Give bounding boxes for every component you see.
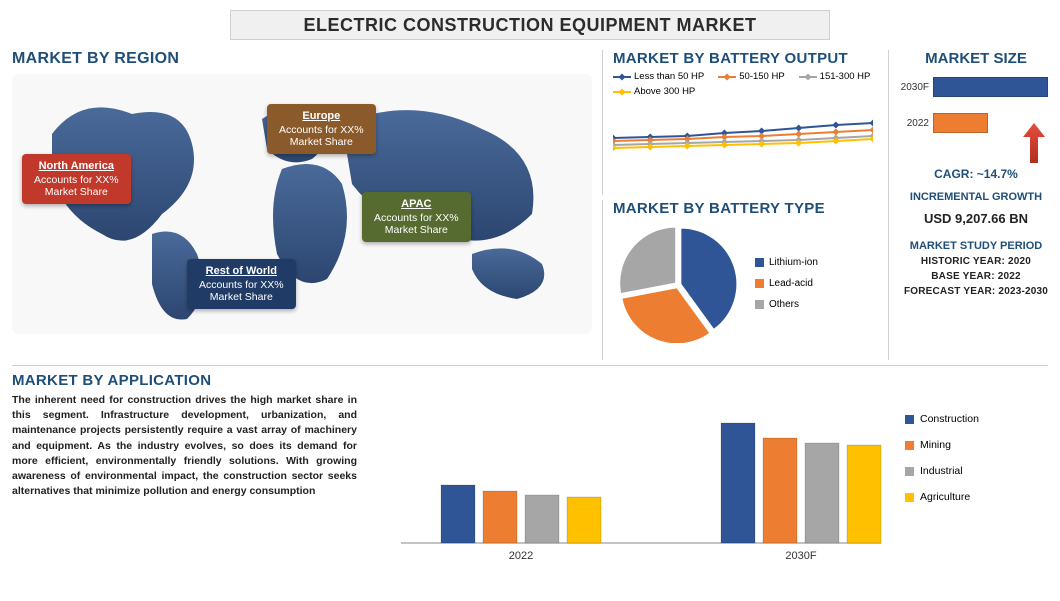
region-card: Rest of World Accounts for XX%Market Shar… (187, 259, 296, 309)
cagr-text: CAGR: ~14.7% (899, 167, 1053, 181)
legend-swatch (755, 258, 764, 267)
legend-label: Agriculture (920, 491, 970, 503)
up-arrow-icon (1023, 123, 1045, 163)
region-card: North America Accounts for XX%Market Shar… (22, 154, 131, 204)
battery-output-chart (613, 103, 873, 173)
legend-label: Lithium-ion (769, 257, 818, 268)
study-line: BASE YEAR: 2022 (899, 271, 1053, 282)
region-card-title: North America (34, 160, 119, 172)
legend-label: Mining (920, 439, 951, 451)
bar (847, 445, 881, 543)
legend-item: Less than 50 HP (613, 71, 704, 82)
legend-swatch (905, 415, 914, 424)
bar (933, 77, 1048, 97)
bar (933, 113, 988, 133)
legend-label: Others (769, 299, 799, 310)
legend-label: 50-150 HP (739, 71, 784, 82)
bar-year: 2030F (899, 82, 929, 93)
application-panel: MARKET BY APPLICATION The inherent need … (12, 365, 1048, 590)
legend-swatch (905, 441, 914, 450)
legend-swatch (755, 300, 764, 309)
study-period-title: MARKET STUDY PERIOD (899, 240, 1053, 252)
region-card-title: Rest of World (199, 265, 284, 277)
market-size-bars: 2030F 2022 (899, 73, 1053, 163)
market-size-bar-row: 2030F (899, 73, 1053, 101)
application-legend: Construction Mining Industrial Agriculture (905, 393, 1035, 583)
bar (483, 491, 517, 543)
region-card-line: Market Share (199, 291, 284, 303)
market-size-title: MARKET SIZE (899, 50, 1053, 67)
page-title: ELECTRIC CONSTRUCTION EQUIPMENT MARKET (230, 10, 830, 40)
bar (567, 497, 601, 543)
legend-swatch (905, 493, 914, 502)
legend-swatch (905, 467, 914, 476)
region-card-line: Market Share (34, 186, 119, 198)
region-panel: MARKET BY REGION North America Accounts f… (12, 50, 592, 350)
legend-swatch (613, 91, 631, 93)
study-line: FORECAST YEAR: 2023-2030 (899, 286, 1053, 297)
bar (763, 438, 797, 543)
bar (805, 443, 839, 543)
region-card-line: Accounts for XX% (34, 174, 119, 186)
region-card-title: APAC (374, 198, 459, 210)
legend-item: Construction (905, 413, 1035, 425)
region-card: APAC Accounts for XX%Market Share (362, 192, 471, 242)
application-text: The inherent need for construction drive… (12, 393, 357, 583)
legend-label: Less than 50 HP (634, 71, 704, 82)
legend-label: Above 300 HP (634, 86, 695, 97)
legend-item: Lithium-ion (755, 257, 818, 268)
battery-output-legend: Less than 50 HP 50-150 HP 151-300 HP Above … (613, 71, 882, 97)
market-size-panel: MARKET SIZE 2030F 2022 CAGR: ~14.7% INCRE… (888, 50, 1053, 360)
region-card-title: Europe (279, 110, 364, 122)
x-label: 2030F (785, 550, 816, 562)
region-card-line: Accounts for XX% (279, 124, 364, 136)
legend-item: Lead-acid (755, 278, 818, 289)
battery-type-pie (613, 223, 743, 343)
legend-item: Industrial (905, 465, 1035, 477)
legend-swatch (799, 76, 817, 78)
battery-type-title: MARKET BY BATTERY TYPE (613, 200, 882, 217)
region-card: Europe Accounts for XX%Market Share (267, 104, 376, 154)
legend-label: 151-300 HP (820, 71, 871, 82)
legend-swatch (613, 76, 631, 78)
application-chart: 2022 2030F (371, 393, 891, 583)
bar (525, 495, 559, 543)
study-line: HISTORIC YEAR: 2020 (899, 256, 1053, 267)
bar-year: 2022 (899, 118, 929, 129)
legend-label: Lead-acid (769, 278, 813, 289)
incremental-growth-title: INCREMENTAL GROWTH (899, 191, 1053, 203)
legend-item: Others (755, 299, 818, 310)
region-title: MARKET BY REGION (12, 50, 592, 68)
legend-swatch (718, 76, 736, 78)
application-title: MARKET BY APPLICATION (12, 372, 1048, 389)
bar (721, 423, 755, 543)
legend-label: Construction (920, 413, 979, 425)
region-card-line: Accounts for XX% (374, 212, 459, 224)
pie-slice (620, 227, 676, 293)
legend-item: Above 300 HP (613, 86, 695, 97)
legend-item: 50-150 HP (718, 71, 784, 82)
legend-item: Mining (905, 439, 1035, 451)
bar (441, 485, 475, 543)
battery-output-panel: MARKET BY BATTERY OUTPUT Less than 50 HP… (602, 50, 882, 195)
region-card-line: Market Share (279, 136, 364, 148)
legend-item: Agriculture (905, 491, 1035, 503)
region-card-line: Accounts for XX% (199, 279, 284, 291)
region-card-line: Market Share (374, 224, 459, 236)
x-label: 2022 (509, 550, 533, 562)
battery-output-title: MARKET BY BATTERY OUTPUT (613, 50, 882, 67)
battery-type-legend: Lithium-ion Lead-acid Others (755, 257, 818, 310)
battery-type-panel: MARKET BY BATTERY TYPE Lithium-ion Lead-a… (602, 200, 882, 360)
legend-item: 151-300 HP (799, 71, 871, 82)
world-map: North AmericaAccounts for XX%Market Shar… (12, 74, 592, 334)
legend-label: Industrial (920, 465, 963, 477)
legend-swatch (755, 279, 764, 288)
incremental-growth-value: USD 9,207.66 BN (899, 211, 1053, 226)
